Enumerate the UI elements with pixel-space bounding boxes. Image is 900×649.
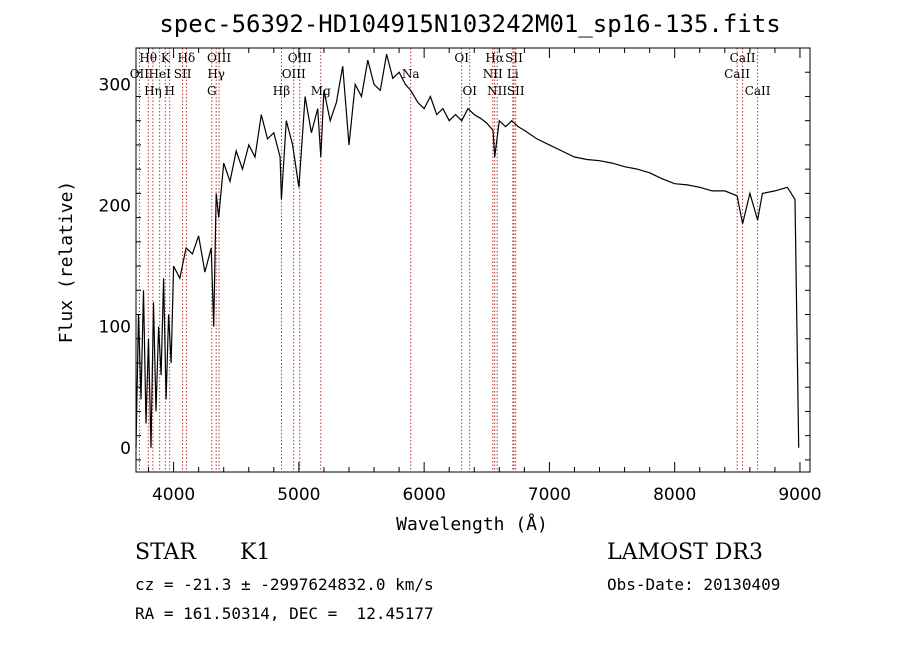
emission-line-label: OIII: [207, 51, 231, 65]
plot-frame: [135, 47, 811, 473]
coordinates: RA = 161.50314, DEC = 12.45177: [135, 604, 434, 623]
emission-line-label: OI: [454, 51, 469, 65]
emission-line-label: G: [207, 84, 217, 98]
emission-line-label: Hγ: [207, 67, 225, 81]
emission-line-label: NII: [487, 84, 507, 98]
x-tick-label: 4000: [152, 485, 195, 505]
x-tick-label: 7000: [528, 485, 571, 505]
x-tick-label: 9000: [778, 485, 821, 505]
x-tick-label: 5000: [277, 485, 320, 505]
emission-line-label: Hδ: [178, 51, 196, 65]
emission-line-label: Na: [402, 67, 420, 81]
x-axis: 4000 5000 6000 7000 8000 9000: [148, 48, 822, 505]
emission-line-label: SII: [507, 84, 525, 98]
x-tick-label: 6000: [403, 485, 446, 505]
emission-line-label: OIII: [282, 67, 306, 81]
emission-line-label: HeI: [149, 67, 172, 81]
emission-line-label: NII: [483, 67, 503, 81]
chart-title: spec-56392-HD104915N103242M01_sp16-135.f…: [159, 10, 780, 38]
y-axis-label: Flux (relative): [56, 181, 77, 344]
y-axis: 0 100 200 300: [99, 71, 810, 461]
redshift-info: cz = -21.3 ± -2997624832.0 km/s: [135, 575, 434, 594]
emission-line-label: SII: [174, 67, 192, 81]
y-tick-label: 300: [99, 75, 131, 95]
emission-line-label: K: [161, 51, 171, 65]
emission-line-label: CaII: [730, 51, 756, 65]
emission-line-label: Hα: [485, 51, 504, 65]
flux-series-line: [135, 53, 800, 448]
observation-date: Obs-Date: 20130409: [607, 575, 781, 594]
emission-line-label: CaII: [724, 67, 750, 81]
emission-line-label: OI: [462, 84, 477, 98]
emission-line-label: Li: [507, 67, 519, 81]
emission-line-label: Mg: [311, 84, 331, 98]
object-subclass: K1: [240, 540, 271, 565]
emission-line-label: H: [164, 84, 174, 98]
x-axis-label: Wavelength (Å): [396, 513, 548, 535]
y-tick-label: 0: [120, 439, 131, 459]
y-tick-label: 100: [99, 318, 131, 338]
emission-line-label: OIII: [288, 51, 312, 65]
emission-line-label: Hβ: [273, 84, 290, 98]
y-tick-label: 200: [99, 196, 131, 216]
object-class: STAR: [135, 540, 196, 565]
x-tick-label: 8000: [653, 485, 696, 505]
survey-name: LAMOST DR3: [607, 540, 763, 565]
emission-line-markers: [138, 48, 759, 472]
emission-line-label: CaII: [745, 84, 771, 98]
emission-line-label: SII: [505, 51, 523, 65]
emission-line-label: OII: [130, 67, 150, 81]
emission-line-label: Hθ: [139, 51, 157, 65]
emission-line-label: Hη: [144, 84, 162, 98]
